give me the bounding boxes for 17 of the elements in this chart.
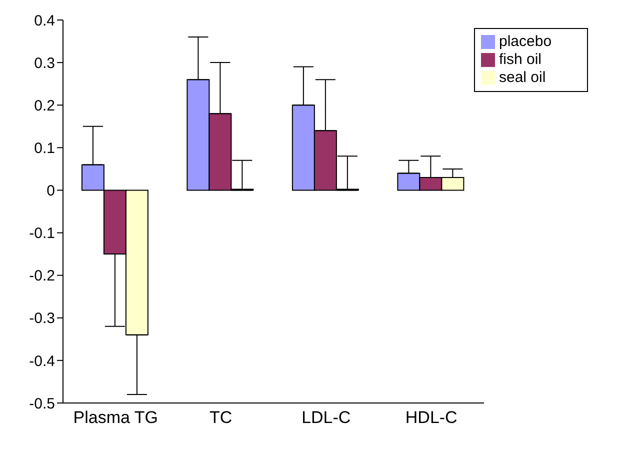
legend-label: placebo xyxy=(499,33,552,50)
y-tick-label: 0.4 xyxy=(34,12,55,30)
y-tick-label: 0.2 xyxy=(34,97,55,114)
x-tick-label: HDL-C xyxy=(405,408,458,428)
y-tick-label: -0.4 xyxy=(29,352,55,370)
y-tick-label: -0.3 xyxy=(29,310,55,328)
x-tick-label: LDL-C xyxy=(302,408,351,428)
x-tick-label: TC xyxy=(210,408,232,428)
y-tick-label: -0.2 xyxy=(29,268,55,285)
y-tick-label: 0.3 xyxy=(34,54,55,72)
legend-label: seal oil xyxy=(499,69,546,86)
y-tick-label: 0 xyxy=(46,182,55,200)
y-tick-label: -0.5 xyxy=(29,395,55,412)
legend-label: fish oil xyxy=(499,51,542,68)
y-tick-label: -0.1 xyxy=(29,225,55,242)
y-tick-label: 0.1 xyxy=(34,140,55,157)
x-tick-label: Plasma TG xyxy=(73,408,158,428)
